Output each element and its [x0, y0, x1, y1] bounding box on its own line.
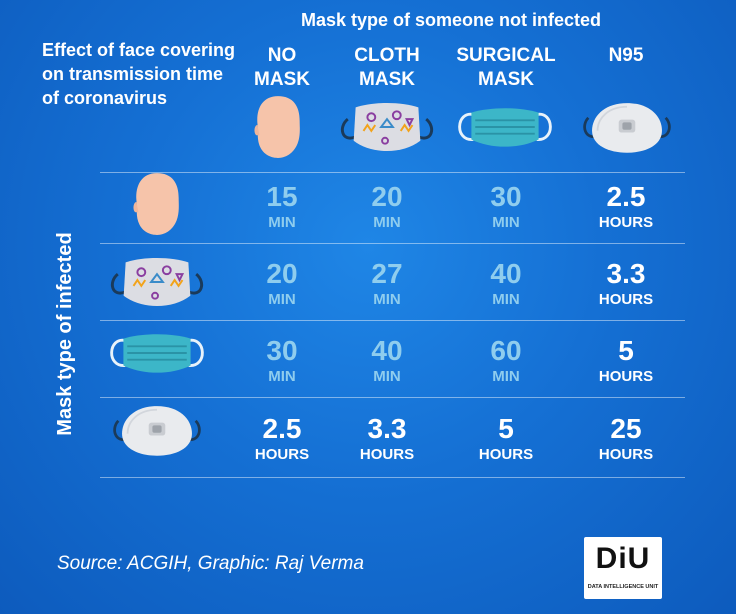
row-surgical-mask-icon — [101, 329, 213, 382]
logo-subtext: DATA INTELLIGENCE UNIT — [587, 584, 659, 590]
row-divider — [100, 243, 685, 244]
cell-unit: MIN — [268, 214, 296, 231]
table-cell: 30 MIN — [446, 182, 566, 232]
row-divider — [100, 172, 685, 173]
row-divider — [100, 320, 685, 321]
cloth-mask-icon — [338, 97, 436, 162]
table-cell: 3.3 HOURS — [327, 414, 447, 464]
surgical-mask-icon — [449, 103, 561, 156]
table-cell: 40 MIN — [446, 259, 566, 309]
column-header: CLOTH MASK — [354, 45, 420, 90]
cell-unit: HOURS — [254, 446, 310, 463]
cell-value: 2.5 — [262, 413, 302, 444]
source-text: Source: ACGIH, Graphic: Raj Verma — [57, 553, 364, 574]
diu-logo: DiU DATA INTELLIGENCE UNIT — [584, 537, 662, 599]
cell-unit: MIN — [373, 214, 401, 231]
table-cell: 30 MIN — [222, 336, 342, 386]
cell-value: 20 — [371, 181, 403, 212]
cell-value: 40 — [490, 258, 522, 289]
cell-unit: MIN — [492, 368, 520, 385]
cell-value: 30 — [266, 335, 298, 366]
column-header: N95 — [608, 45, 644, 66]
cell-unit: MIN — [268, 368, 296, 385]
cell-value: 40 — [371, 335, 403, 366]
main-title: Effect of face covering on transmission … — [42, 40, 236, 108]
cell-unit: HOURS — [598, 368, 654, 385]
table-cell: 3.3 HOURS — [566, 259, 686, 309]
row-cloth-mask-icon — [108, 252, 206, 317]
cell-unit: HOURS — [359, 446, 415, 463]
table-cell: 25 HOURS — [566, 414, 686, 464]
cell-value: 60 — [490, 335, 522, 366]
cell-value: 15 — [266, 181, 298, 212]
cell-value: 5 — [618, 335, 634, 366]
side-title: Mask type of infected — [54, 232, 76, 436]
cell-value: 3.3 — [606, 258, 646, 289]
table-cell: 15 MIN — [222, 182, 342, 232]
cell-unit: MIN — [492, 214, 520, 231]
column-header: NO MASK — [254, 45, 310, 90]
table-cell: 60 MIN — [446, 336, 566, 386]
cell-unit: HOURS — [598, 446, 654, 463]
top-title: Mask type of someone not infected — [301, 10, 602, 30]
table-cell: 27 MIN — [327, 259, 447, 309]
cell-unit: MIN — [268, 291, 296, 308]
cell-unit: MIN — [373, 291, 401, 308]
table-cell: 20 MIN — [222, 259, 342, 309]
row-face-icon — [131, 171, 183, 242]
n95-mask-icon — [581, 98, 673, 161]
table-cell: 40 MIN — [327, 336, 447, 386]
table-cell: 2.5 HOURS — [566, 182, 686, 232]
table-cell: 5 HOURS — [566, 336, 686, 386]
cell-value: 25 — [610, 413, 642, 444]
cell-value: 3.3 — [367, 413, 407, 444]
face-icon — [252, 94, 304, 165]
table-cell: 20 MIN — [327, 182, 447, 232]
table-cell: 2.5 HOURS — [222, 414, 342, 464]
logo-text: DiU — [595, 542, 651, 575]
cell-unit: MIN — [373, 368, 401, 385]
cell-unit: HOURS — [598, 291, 654, 308]
cell-value: 27 — [371, 258, 403, 289]
cell-value: 5 — [498, 413, 514, 444]
cell-value: 2.5 — [606, 181, 646, 212]
cell-unit: HOURS — [598, 214, 654, 231]
cell-unit: HOURS — [478, 446, 534, 463]
column-header: SURGICAL MASK — [456, 45, 556, 90]
row-divider — [100, 397, 685, 398]
row-n95-mask-icon — [111, 401, 203, 464]
cell-unit: MIN — [492, 291, 520, 308]
cell-value: 20 — [266, 258, 298, 289]
row-divider — [100, 477, 685, 478]
table-cell: 5 HOURS — [446, 414, 566, 464]
cell-value: 30 — [490, 181, 522, 212]
